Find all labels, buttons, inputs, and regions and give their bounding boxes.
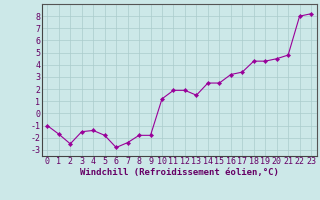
X-axis label: Windchill (Refroidissement éolien,°C): Windchill (Refroidissement éolien,°C) <box>80 168 279 177</box>
